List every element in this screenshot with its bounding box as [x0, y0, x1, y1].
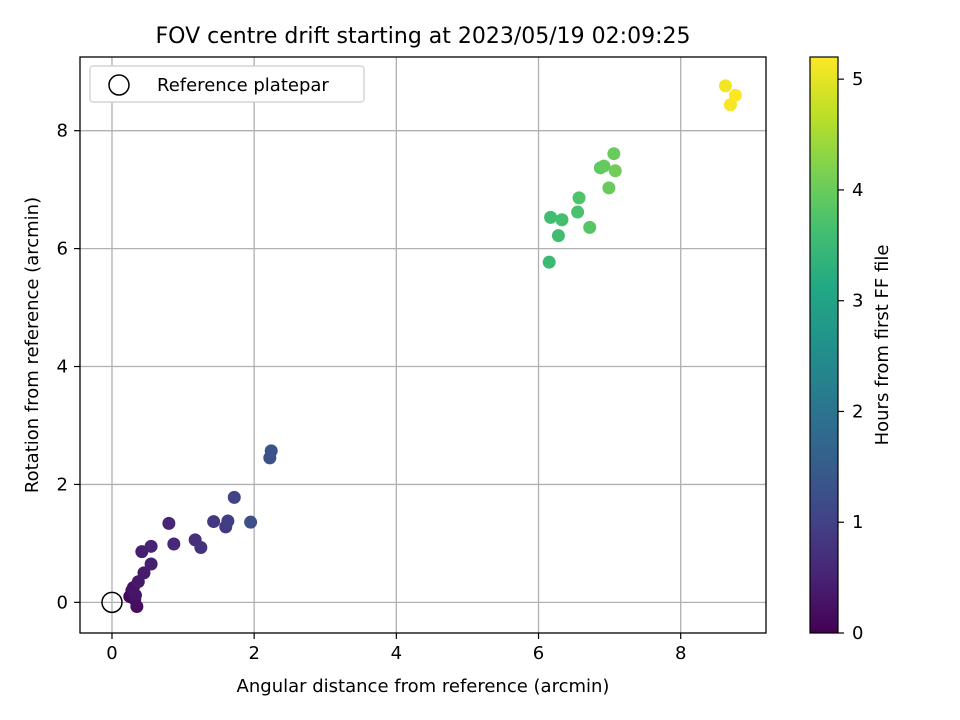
data-point [551, 229, 565, 243]
data-point [542, 255, 556, 269]
x-tick-label: 0 [106, 643, 117, 664]
colorbar-tick-label: 0 [852, 623, 863, 644]
data-point [130, 599, 144, 613]
legend-box [89, 65, 365, 103]
y-tick-label: 2 [57, 474, 68, 495]
y-tick-label: 6 [57, 239, 68, 260]
data-point [162, 516, 176, 530]
y-tick-label: 4 [57, 357, 68, 378]
chart-title: FOV centre drift starting at 2023/05/19 … [156, 24, 691, 49]
data-point [194, 541, 208, 555]
data-point [544, 210, 558, 224]
data-point [144, 557, 158, 571]
colorbar-label: Hours from first FF file [872, 245, 893, 446]
legend-marker-icon [108, 74, 130, 96]
plot-frame [79, 56, 767, 634]
data-point [264, 444, 278, 458]
x-tick-label: 2 [248, 643, 259, 664]
data-point [602, 181, 616, 195]
colorbar-ticks: 0 1 2 3 4 5 [838, 69, 863, 644]
y-tick-label: 0 [57, 592, 68, 613]
legend: Reference platepar [89, 65, 365, 103]
data-point [221, 514, 235, 528]
data-point [583, 220, 597, 234]
colorbar-tick-label: 5 [852, 69, 863, 90]
data-point [572, 191, 586, 205]
grid-lines [80, 57, 766, 633]
data-point [227, 490, 241, 504]
data-point [718, 79, 732, 93]
data-point [167, 537, 181, 551]
x-tick-label: 8 [675, 643, 686, 664]
colorbar-tick-label: 1 [852, 512, 863, 533]
data-point [607, 147, 621, 161]
y-tick-label: 8 [57, 121, 68, 142]
reference-platepar-marker [101, 591, 123, 614]
x-tick-label: 4 [391, 643, 402, 664]
x-tick-label: 6 [533, 643, 544, 664]
data-point [128, 588, 142, 602]
axis-ticks: 0 2 4 6 8 0 2 4 6 8 [57, 121, 687, 664]
x-axis-label: Angular distance from reference (arcmin) [237, 676, 610, 697]
data-point [597, 159, 611, 173]
y-axis-label: Rotation from reference (arcmin) [22, 197, 43, 493]
data-point [571, 205, 585, 219]
data-point [137, 566, 151, 580]
data-point [207, 515, 221, 529]
data-point [728, 88, 742, 102]
data-point [608, 164, 622, 178]
data-points [123, 79, 742, 613]
colorbar-tick-label: 4 [852, 180, 863, 201]
colorbar [809, 56, 839, 634]
legend-label: Reference platepar [157, 75, 329, 96]
data-point [144, 539, 158, 553]
colorbar-tick-label: 2 [852, 401, 863, 422]
data-point [244, 515, 258, 529]
data-point [555, 213, 569, 227]
colorbar-tick-label: 3 [852, 291, 863, 312]
